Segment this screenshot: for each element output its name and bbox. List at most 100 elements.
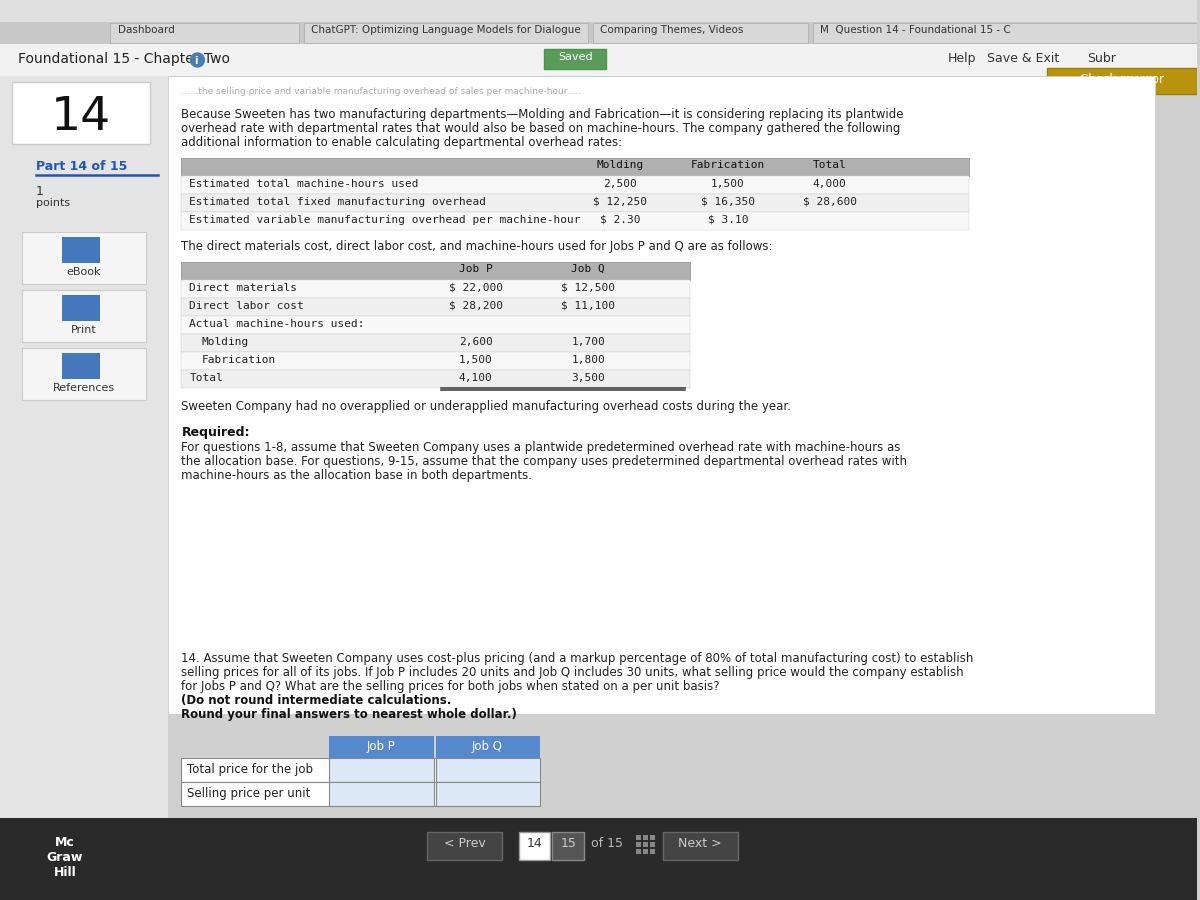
Text: Estimated total machine-hours used: Estimated total machine-hours used bbox=[190, 179, 419, 189]
FancyBboxPatch shape bbox=[545, 49, 606, 69]
FancyBboxPatch shape bbox=[181, 176, 970, 194]
Text: overhead rate with departmental rates that would also be based on machine-hours.: overhead rate with departmental rates th… bbox=[181, 122, 901, 135]
Text: Molding: Molding bbox=[596, 160, 644, 170]
FancyBboxPatch shape bbox=[181, 280, 690, 298]
Text: machine-hours as the allocation base in both departments.: machine-hours as the allocation base in … bbox=[181, 469, 533, 482]
Text: $ 12,250: $ 12,250 bbox=[593, 197, 647, 207]
Text: 1,700: 1,700 bbox=[571, 337, 605, 347]
FancyBboxPatch shape bbox=[22, 290, 145, 342]
Text: 4,000: 4,000 bbox=[812, 179, 846, 189]
FancyBboxPatch shape bbox=[427, 832, 502, 860]
Text: Actual machine-hours used:: Actual machine-hours used: bbox=[190, 319, 365, 329]
Text: For questions 1-8, assume that Sweeten Company uses a plantwide predetermined ov: For questions 1-8, assume that Sweeten C… bbox=[181, 441, 901, 454]
FancyBboxPatch shape bbox=[0, 0, 1196, 22]
Text: selling prices for all of its jobs. If Job P includes 20 units and Job Q include: selling prices for all of its jobs. If J… bbox=[181, 666, 964, 679]
Text: Mc
Graw
Hill: Mc Graw Hill bbox=[47, 836, 83, 879]
Text: Fabrication: Fabrication bbox=[202, 355, 276, 365]
Text: for Jobs P and Q? What are the selling prices for both jobs when stated on a per: for Jobs P and Q? What are the selling p… bbox=[181, 680, 720, 693]
Text: $ 11,100: $ 11,100 bbox=[562, 301, 616, 311]
Text: Foundational 15 - Chapter Two: Foundational 15 - Chapter Two bbox=[18, 52, 230, 66]
Text: $ 16,350: $ 16,350 bbox=[701, 197, 755, 207]
FancyBboxPatch shape bbox=[650, 842, 655, 847]
Text: The direct materials cost, direct labor cost, and machine-hours used for Jobs P : The direct materials cost, direct labor … bbox=[181, 240, 773, 253]
FancyBboxPatch shape bbox=[181, 352, 690, 370]
Text: Dashboard: Dashboard bbox=[118, 25, 174, 35]
Text: 14: 14 bbox=[527, 837, 542, 850]
Text: Direct labor cost: Direct labor cost bbox=[190, 301, 305, 311]
Text: Subr: Subr bbox=[1087, 52, 1116, 65]
Text: Comparing Themes, Videos: Comparing Themes, Videos bbox=[600, 25, 744, 35]
FancyBboxPatch shape bbox=[1048, 68, 1196, 94]
Text: 4,100: 4,100 bbox=[458, 373, 492, 383]
Text: Save & Exit: Save & Exit bbox=[988, 52, 1060, 65]
Text: References: References bbox=[53, 383, 115, 393]
FancyBboxPatch shape bbox=[636, 835, 641, 840]
Text: Part 14 of 15: Part 14 of 15 bbox=[36, 160, 127, 173]
Text: Molding: Molding bbox=[202, 337, 248, 347]
Text: $ 12,500: $ 12,500 bbox=[562, 283, 616, 293]
Text: Total price for the job: Total price for the job bbox=[187, 763, 313, 776]
Text: < Prev: < Prev bbox=[444, 837, 486, 850]
FancyBboxPatch shape bbox=[0, 0, 1196, 22]
Text: Check my wor: Check my wor bbox=[1080, 73, 1164, 86]
FancyBboxPatch shape bbox=[62, 237, 100, 263]
FancyBboxPatch shape bbox=[436, 736, 540, 758]
Text: Total: Total bbox=[812, 160, 846, 170]
Text: Job P: Job P bbox=[366, 740, 395, 753]
Text: Required:: Required: bbox=[181, 426, 250, 439]
Text: $ 3.10: $ 3.10 bbox=[708, 215, 748, 225]
FancyBboxPatch shape bbox=[22, 348, 145, 400]
FancyBboxPatch shape bbox=[552, 832, 584, 860]
FancyBboxPatch shape bbox=[636, 842, 641, 847]
FancyBboxPatch shape bbox=[181, 334, 690, 352]
FancyBboxPatch shape bbox=[643, 835, 648, 840]
FancyBboxPatch shape bbox=[181, 298, 690, 316]
FancyBboxPatch shape bbox=[62, 353, 100, 379]
Text: ......the selling price and variable manufacturing overhead of sales per machine: ......the selling price and variable man… bbox=[181, 87, 582, 96]
Text: (Do not round intermediate calculations.: (Do not round intermediate calculations. bbox=[181, 694, 452, 707]
Text: Because Sweeten has two manufacturing departments—Molding and Fabrication—it is : Because Sweeten has two manufacturing de… bbox=[181, 108, 904, 121]
FancyBboxPatch shape bbox=[22, 232, 145, 284]
Circle shape bbox=[191, 53, 204, 67]
Text: additional information to enable calculating departmental overhead rates:: additional information to enable calcula… bbox=[181, 136, 623, 149]
FancyBboxPatch shape bbox=[181, 316, 690, 334]
FancyBboxPatch shape bbox=[304, 23, 588, 43]
FancyBboxPatch shape bbox=[636, 849, 641, 854]
FancyBboxPatch shape bbox=[12, 82, 150, 144]
FancyBboxPatch shape bbox=[181, 758, 539, 782]
FancyBboxPatch shape bbox=[0, 76, 168, 900]
FancyBboxPatch shape bbox=[181, 782, 539, 806]
Text: Job P: Job P bbox=[458, 264, 492, 274]
FancyBboxPatch shape bbox=[518, 832, 551, 860]
Text: 15: 15 bbox=[560, 837, 576, 850]
Text: Job Q: Job Q bbox=[571, 264, 605, 274]
Text: Estimated total fixed manufacturing overhead: Estimated total fixed manufacturing over… bbox=[190, 197, 486, 207]
FancyBboxPatch shape bbox=[0, 44, 1196, 76]
Text: 2,600: 2,600 bbox=[458, 337, 492, 347]
Text: $ 22,000: $ 22,000 bbox=[449, 283, 503, 293]
Text: Fabrication: Fabrication bbox=[691, 160, 766, 170]
Text: $ 2.30: $ 2.30 bbox=[600, 215, 641, 225]
FancyBboxPatch shape bbox=[62, 295, 100, 321]
Text: Print: Print bbox=[71, 325, 97, 335]
FancyBboxPatch shape bbox=[181, 370, 690, 388]
Text: Selling price per unit: Selling price per unit bbox=[187, 787, 311, 800]
FancyBboxPatch shape bbox=[593, 23, 808, 43]
Text: Total: Total bbox=[190, 373, 223, 383]
Text: 14: 14 bbox=[50, 95, 110, 140]
Text: 14. Assume that Sweeten Company uses cost-plus pricing (and a markup percentage : 14. Assume that Sweeten Company uses cos… bbox=[181, 652, 974, 665]
Text: $ 28,200: $ 28,200 bbox=[449, 301, 503, 311]
Text: Help: Help bbox=[947, 52, 976, 65]
Text: 1,500: 1,500 bbox=[458, 355, 492, 365]
FancyBboxPatch shape bbox=[436, 758, 540, 782]
Text: 2,500: 2,500 bbox=[604, 179, 637, 189]
FancyBboxPatch shape bbox=[109, 23, 299, 43]
FancyBboxPatch shape bbox=[643, 849, 648, 854]
Text: the allocation base. For questions, 9-15, assume that the company uses predeterm: the allocation base. For questions, 9-15… bbox=[181, 455, 907, 468]
Text: 3,500: 3,500 bbox=[571, 373, 605, 383]
FancyBboxPatch shape bbox=[643, 842, 648, 847]
FancyBboxPatch shape bbox=[181, 158, 970, 176]
Text: 1: 1 bbox=[36, 185, 43, 198]
FancyBboxPatch shape bbox=[664, 832, 738, 860]
Text: eBook: eBook bbox=[66, 267, 101, 277]
